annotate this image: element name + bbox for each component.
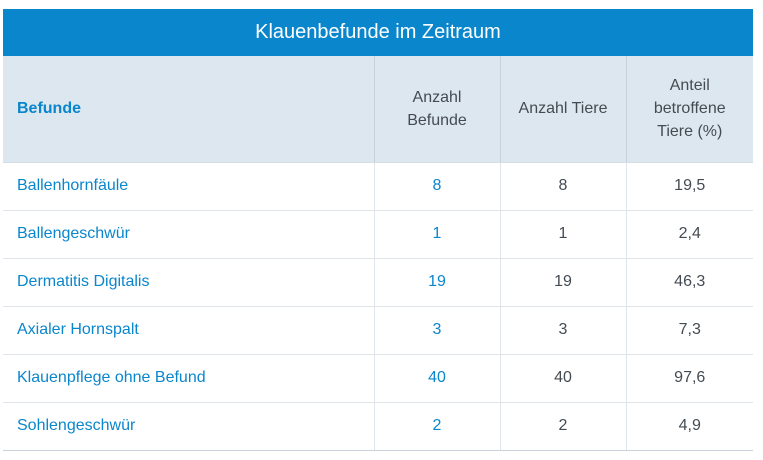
row-finding-name[interactable]: Dermatitis Digitalis [3,258,375,307]
row-share: 4,9 [626,402,753,451]
header-anzahl-befunde[interactable]: Anzahl Befunde [374,56,501,163]
row-animal-count: 19 [500,258,627,307]
row-animal-count: 8 [500,162,627,211]
table-title: Klauenbefunde im Zeitraum [3,9,753,56]
table-header-row: Befunde Anzahl Befunde Anzahl Tiere Ante… [3,56,753,163]
row-finding-name[interactable]: Ballengeschwür [3,210,375,259]
row-finding-count[interactable]: 3 [374,306,501,355]
row-finding-count[interactable]: 40 [374,354,501,403]
table-row: Sohlengeschwür 2 2 4,9 [3,402,753,451]
table-row: Klauenpflege ohne Befund 40 40 97,6 [3,354,753,403]
row-finding-name[interactable]: Ballenhornfäule [3,162,375,211]
header-anteil[interactable]: Anteil betroffene Tiere (%) [626,56,753,163]
table-row: Dermatitis Digitalis 19 19 46,3 [3,258,753,307]
findings-panel: Klauenbefunde im Zeitraum Befunde Anzahl… [3,9,753,451]
table-row: Ballenhornfäule 8 8 19,5 [3,162,753,211]
row-finding-count[interactable]: 19 [374,258,501,307]
row-finding-count[interactable]: 8 [374,162,501,211]
row-share: 7,3 [626,306,753,355]
row-finding-count[interactable]: 1 [374,210,501,259]
row-animal-count: 1 [500,210,627,259]
row-finding-name[interactable]: Axialer Hornspalt [3,306,375,355]
header-anzahl-tiere[interactable]: Anzahl Tiere [500,56,627,163]
table-row: Ballengeschwür 1 1 2,4 [3,210,753,259]
row-finding-name[interactable]: Sohlengeschwür [3,402,375,451]
row-share: 2,4 [626,210,753,259]
row-animal-count: 40 [500,354,627,403]
row-finding-name[interactable]: Klauenpflege ohne Befund [3,354,375,403]
row-share: 19,5 [626,162,753,211]
row-finding-count[interactable]: 2 [374,402,501,451]
row-animal-count: 3 [500,306,627,355]
row-share: 46,3 [626,258,753,307]
table-row: Axialer Hornspalt 3 3 7,3 [3,306,753,355]
row-animal-count: 2 [500,402,627,451]
row-share: 97,6 [626,354,753,403]
header-befunde[interactable]: Befunde [3,56,375,163]
findings-table: Befunde Anzahl Befunde Anzahl Tiere Ante… [3,56,753,451]
